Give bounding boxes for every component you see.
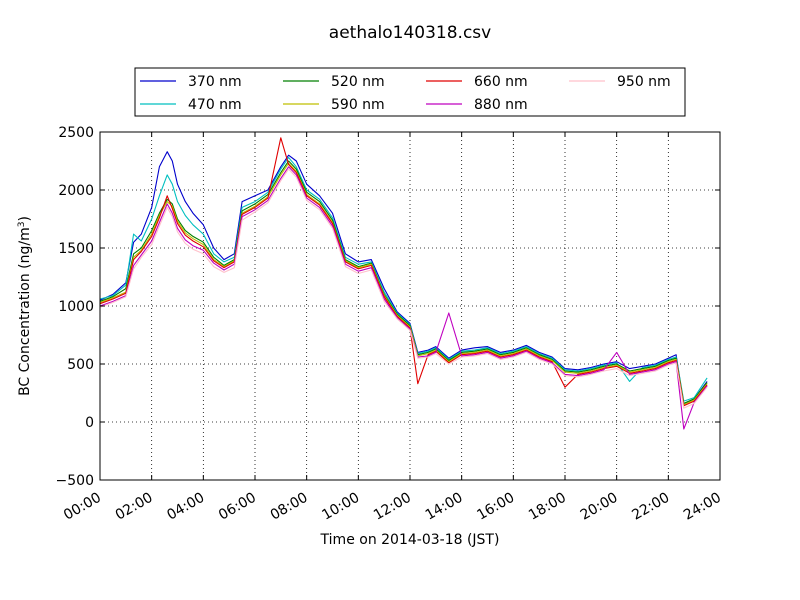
y-axis-label: BC Concentration (ng/m3): [17, 216, 33, 396]
legend-label: 590 nm: [331, 97, 385, 113]
y-tick-label: 2500: [58, 125, 94, 141]
y-tick-label: 1000: [58, 299, 94, 315]
series-lines: [99, 137, 708, 430]
x-axis-label: Time on 2014-03-18 (JST): [320, 532, 500, 548]
legend-label: 520 nm: [331, 74, 385, 90]
legend-entries: 370 nm 470 nm 520 nm 590 nm 660 nm 880 nm 950 …: [140, 74, 671, 113]
legend-label: 660 nm: [474, 74, 528, 90]
ticks: [99, 131, 721, 481]
series-line-470-nm: [99, 156, 708, 402]
legend: 370 nm 470 nm 520 nm 590 nm 660 nm 880 nm 950 …: [134, 67, 686, 117]
chart-title: aethalo140318.csv: [329, 23, 491, 43]
y-axis-label-main: BC Concentration (ng/m: [17, 227, 33, 396]
y-tick-label: −500: [56, 473, 94, 489]
y-tick-label: 1500: [58, 241, 94, 257]
legend-label: 880 nm: [474, 97, 528, 113]
legend-label: 370 nm: [188, 74, 242, 90]
y-tick-label: 0: [85, 415, 94, 431]
y-tick-label: 500: [67, 357, 94, 373]
legend-label: 950 nm: [617, 74, 671, 90]
series-line-660-nm: [99, 137, 708, 407]
y-tick-label: 2000: [58, 183, 94, 199]
legend-label: 470 nm: [188, 97, 242, 113]
series-line-950-nm: [99, 168, 708, 409]
legend-frame: [134, 67, 686, 117]
y-tick-labels: −500 0 500 1000 1500 2000 2500: [56, 125, 94, 489]
series-line-370-nm: [99, 151, 708, 406]
y-axis-label-superscript: 3: [17, 222, 27, 228]
y-axis-label-close: ): [17, 216, 33, 221]
series-line-880-nm: [99, 166, 708, 430]
